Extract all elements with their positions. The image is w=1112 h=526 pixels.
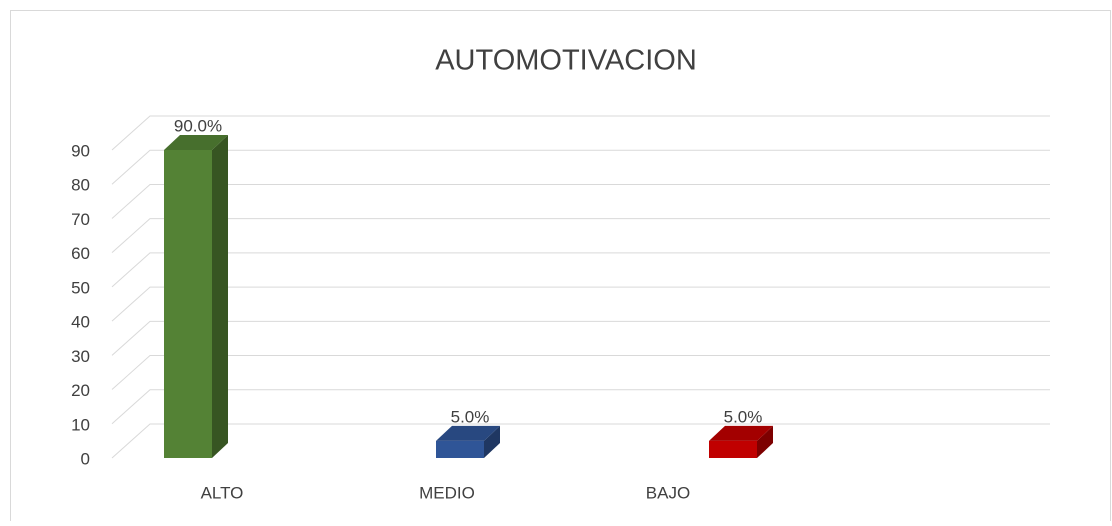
grid-line [111,218,1050,254]
grid-line [111,183,1050,219]
y-tick-label: 60 [71,244,90,263]
bar-top [436,425,500,441]
bar-top [164,135,228,150]
grid-line [111,115,1050,151]
y-tick-label: 90 [71,141,90,160]
y-tick-label: 10 [71,415,90,434]
data-label: 90.0% [174,116,222,135]
data-label: 5.0% [724,407,763,426]
y-tick-label: 80 [71,176,90,195]
y-tick-label: 30 [71,347,90,366]
x-tick-label: MEDIO [419,483,475,502]
y-tick-label: 40 [71,313,90,332]
grid-line [111,149,1050,185]
grid-line [111,423,1050,459]
bar-side [757,425,773,458]
grid-line [111,320,1050,356]
x-tick-label: BAJO [646,483,690,502]
y-tick-label: 50 [71,278,90,297]
bar [164,150,212,458]
bar [436,440,484,458]
bar-side [484,425,500,458]
bar [709,440,757,458]
bar-top [709,425,773,441]
bar-side [212,135,228,458]
y-tick-label: 20 [71,381,90,400]
x-tick-label: ALTO [201,483,244,502]
grid-line [111,252,1050,288]
y-tick-label: 0 [81,449,90,468]
grid-line [111,389,1050,425]
chart-title: AUTOMOTIVACION [435,45,697,77]
grid-line [111,355,1050,390]
data-label: 5.0% [451,407,490,426]
y-tick-label: 70 [71,210,90,229]
grid-line [111,286,1050,322]
